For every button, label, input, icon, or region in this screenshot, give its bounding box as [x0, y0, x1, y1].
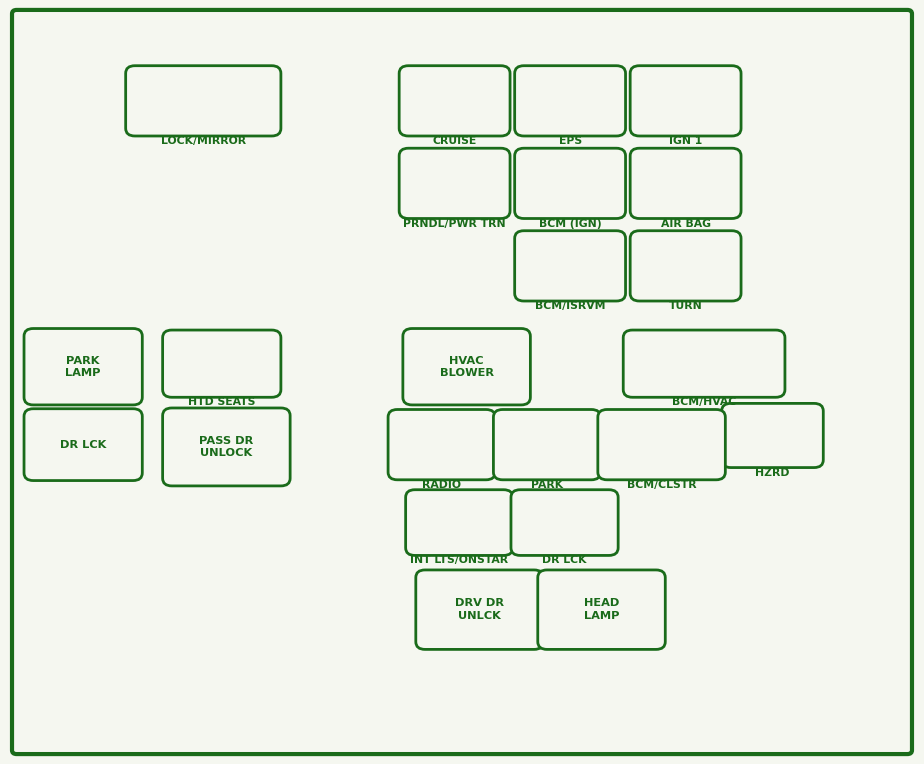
- FancyBboxPatch shape: [623, 330, 784, 397]
- Text: BCM/CLSTR: BCM/CLSTR: [626, 480, 697, 490]
- Text: CRUISE: CRUISE: [432, 136, 477, 146]
- FancyBboxPatch shape: [403, 329, 530, 405]
- FancyBboxPatch shape: [24, 409, 142, 481]
- FancyBboxPatch shape: [12, 10, 912, 754]
- Text: HVAC
BLOWER: HVAC BLOWER: [440, 355, 493, 378]
- Text: DR LCK: DR LCK: [542, 555, 587, 565]
- FancyBboxPatch shape: [515, 231, 626, 301]
- FancyBboxPatch shape: [511, 490, 618, 555]
- FancyBboxPatch shape: [163, 408, 290, 486]
- FancyBboxPatch shape: [722, 403, 823, 468]
- Text: HTD SEATS: HTD SEATS: [188, 397, 255, 407]
- FancyBboxPatch shape: [399, 66, 510, 136]
- FancyBboxPatch shape: [416, 570, 543, 649]
- Text: HZRD: HZRD: [755, 468, 790, 478]
- Text: TURN: TURN: [669, 301, 702, 311]
- Text: EPS: EPS: [558, 136, 582, 146]
- FancyBboxPatch shape: [388, 410, 495, 480]
- FancyBboxPatch shape: [538, 570, 665, 649]
- FancyBboxPatch shape: [126, 66, 281, 136]
- Text: PARK: PARK: [531, 480, 563, 490]
- FancyBboxPatch shape: [630, 148, 741, 219]
- Text: RADIO: RADIO: [422, 480, 461, 490]
- Text: PARK
LAMP: PARK LAMP: [66, 355, 101, 378]
- Text: PASS DR
UNLOCK: PASS DR UNLOCK: [200, 435, 253, 458]
- Text: DR LCK: DR LCK: [60, 439, 106, 450]
- Text: IGN 1: IGN 1: [669, 136, 702, 146]
- Text: PRNDL/PWR TRN: PRNDL/PWR TRN: [403, 219, 506, 228]
- FancyBboxPatch shape: [399, 148, 510, 219]
- Text: BCM/HVAC: BCM/HVAC: [672, 397, 736, 407]
- FancyBboxPatch shape: [24, 329, 142, 405]
- FancyBboxPatch shape: [630, 231, 741, 301]
- Text: AIR BAG: AIR BAG: [661, 219, 711, 228]
- Text: LOCK/MIRROR: LOCK/MIRROR: [161, 136, 246, 146]
- Text: DRV DR
UNLCK: DRV DR UNLCK: [455, 598, 505, 621]
- FancyBboxPatch shape: [493, 410, 601, 480]
- Text: BCM/ISRVM: BCM/ISRVM: [535, 301, 605, 311]
- Text: BCM (IGN): BCM (IGN): [539, 219, 602, 228]
- FancyBboxPatch shape: [163, 330, 281, 397]
- FancyBboxPatch shape: [406, 490, 513, 555]
- Text: INT LTS/ONSTAR: INT LTS/ONSTAR: [410, 555, 508, 565]
- Text: HEAD
LAMP: HEAD LAMP: [584, 598, 619, 621]
- FancyBboxPatch shape: [515, 148, 626, 219]
- FancyBboxPatch shape: [515, 66, 626, 136]
- FancyBboxPatch shape: [598, 410, 725, 480]
- FancyBboxPatch shape: [630, 66, 741, 136]
